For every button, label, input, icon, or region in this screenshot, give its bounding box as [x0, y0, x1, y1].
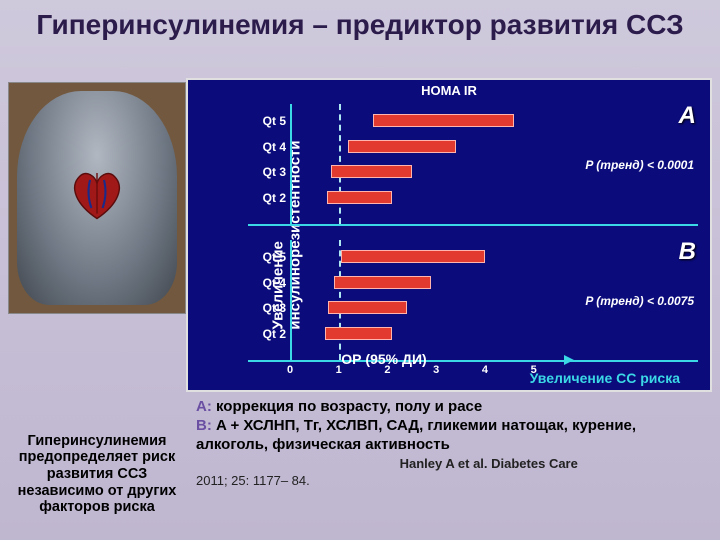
citation-author: Hanley A et al. Diabetes Care [400, 456, 578, 471]
category-label: Qt 4 [248, 276, 286, 290]
category-label: Qt 5 [248, 250, 286, 264]
pval-a: P (тренд) < 0.0001 [585, 158, 694, 172]
bar [334, 276, 431, 289]
chart-xlabel: ОР (95% ДИ) [228, 351, 540, 367]
page-title: Гиперинсулинемия – предиктор развития СС… [0, 0, 720, 45]
panel-label-b: B [679, 238, 696, 266]
bar [341, 250, 485, 263]
footer-text-b: A + ХСЛНП, Тг, ХСЛВП, САД, гликемии нато… [196, 417, 636, 453]
bar [348, 140, 455, 153]
yaxis-a [290, 104, 292, 224]
slide: Гиперинсулинемия – предиктор развития СС… [0, 0, 720, 540]
citation: Hanley A et al. Diabetes Care 2011; 25: … [196, 456, 706, 489]
anatomy-image [8, 82, 186, 314]
chart-xlabel2: Увеличение СС риска [530, 370, 680, 386]
chart-panel-b: B P (тренд) < 0.0075 Qt 5Qt 4Qt 3Qt 2012… [248, 240, 698, 362]
arrow-icon [564, 355, 574, 365]
bar [328, 301, 407, 314]
citation-ref: 2011; 25: 1177– 84. [196, 473, 310, 488]
chart-title: HOMA IR [188, 80, 710, 98]
category-label: Qt 4 [248, 140, 286, 154]
content-row: HOMA IR Увеличениеинсулинорезистентности… [8, 82, 712, 382]
panel-label-a: A [679, 102, 696, 130]
footer-label-a: А: [196, 398, 212, 415]
bar [373, 114, 514, 127]
refline [339, 104, 341, 224]
footer-text-a: коррекция по возрасту, полу и расе [216, 398, 482, 415]
bar [327, 191, 393, 204]
pval-b: P (тренд) < 0.0075 [585, 294, 694, 308]
yaxis-b [290, 240, 292, 360]
category-label: Qt 5 [248, 114, 286, 128]
bar [325, 327, 392, 340]
caption: Гиперинсулинемия предопределяет риск раз… [8, 433, 186, 516]
chart: HOMA IR Увеличениеинсулинорезистентности… [186, 78, 712, 392]
heart-icon [62, 159, 132, 229]
footer: А: коррекция по возрасту, полу и расе В:… [196, 398, 706, 520]
category-label: Qt 2 [248, 191, 286, 205]
category-label: Qt 2 [248, 327, 286, 341]
chart-panel-a: A P (тренд) < 0.0001 Qt 5 Qt 4 Qt 3 Qt 2 [248, 104, 698, 226]
category-label: Qt 3 [248, 301, 286, 315]
bar [331, 165, 411, 178]
category-label: Qt 3 [248, 165, 286, 179]
footer-label-b: В: [196, 417, 212, 434]
